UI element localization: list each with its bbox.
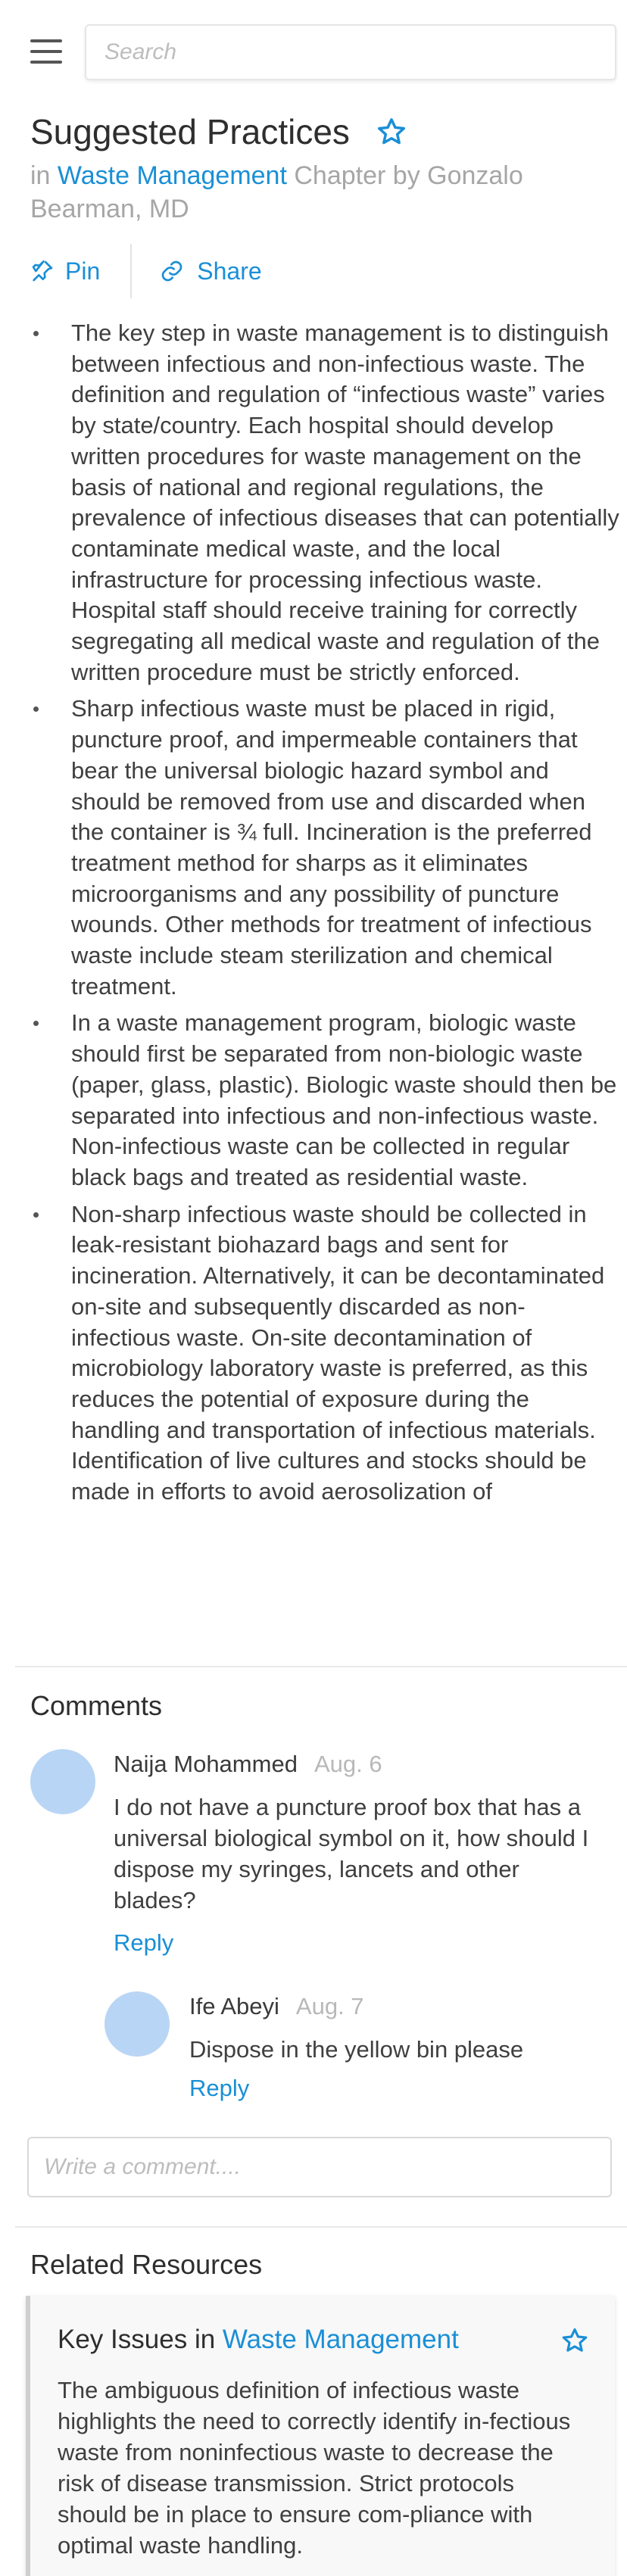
divider (15, 1666, 627, 1667)
title-row: Suggested Practices (30, 109, 407, 154)
card-title: Key Issues in Waste Management (58, 2325, 615, 2355)
bullet-dot (33, 706, 39, 713)
comment-author: Ife Abeyi Aug. 7 (189, 1993, 364, 2020)
reply-button[interactable]: Reply (189, 2075, 250, 2101)
comment-text: Dispose in the yellow bin please (189, 2036, 524, 2063)
subtitle-prefix: in (30, 161, 51, 190)
related-heading: Related Resources (30, 2249, 263, 2280)
card-chapter-link[interactable]: Waste Management (222, 2325, 459, 2354)
card-text: The ambiguous definition of infectious w… (58, 2377, 571, 2559)
comments-heading: Comments (30, 1690, 163, 1721)
page-title: Suggested Practices (30, 112, 350, 151)
card-title-prefix: in (194, 2325, 216, 2354)
practices-clip: The key step in waste management is to d… (30, 318, 621, 1514)
avatar[interactable] (30, 1749, 95, 1814)
star-icon[interactable] (560, 2326, 589, 2355)
card-title-main: Key Issues (58, 2325, 188, 2354)
related-resource-card[interactable]: Key Issues in Waste Management The ambig… (26, 2296, 615, 2576)
share-label: Share (197, 257, 262, 285)
share-button[interactable]: Share (158, 257, 262, 285)
pin-icon (32, 260, 53, 282)
chapter-subtitle: in Waste Management Chapter by Gonzalo B… (30, 159, 606, 226)
list-item: The key step in waste management is to d… (30, 318, 621, 688)
list-item: Non-sharp infectious waste should be col… (30, 1199, 621, 1508)
practice-text: Non-sharp infectious waste should be col… (71, 1200, 605, 1505)
pin-label: Pin (65, 257, 101, 285)
author-name[interactable]: Naija Mohammed (114, 1751, 298, 1777)
comment-input[interactable] (27, 2137, 612, 2197)
avatar[interactable] (104, 1991, 170, 2057)
list-item: Sharp infectious waste must be placed in… (30, 694, 621, 1002)
list-item: In a waste management program, biologic … (30, 1008, 621, 1193)
search-input[interactable] (85, 24, 616, 80)
practices-list: The key step in waste management is to d… (30, 318, 621, 1514)
subtitle-author: Chapter by Gonzalo Bearman, MD (30, 161, 523, 223)
divider (15, 2226, 627, 2228)
comment-text: I do not have a puncture proof box that … (114, 1794, 589, 1913)
comment-author: Naija Mohammed Aug. 6 (114, 1751, 382, 1778)
author-name[interactable]: Ife Abeyi (189, 1993, 279, 2019)
bullet-dot (33, 1021, 39, 1027)
action-divider (130, 244, 133, 298)
reply-button[interactable]: Reply (114, 1929, 174, 1956)
chapter-link[interactable]: Waste Management (57, 161, 287, 190)
hamburger-menu-icon[interactable] (30, 39, 64, 65)
action-bar: Pin Share (30, 241, 262, 301)
pin-button[interactable]: Pin (30, 257, 100, 285)
bullet-dot (33, 331, 39, 336)
practice-text: In a waste management program, biologic … (71, 1009, 617, 1190)
link-icon (161, 260, 182, 282)
practice-text: Sharp infectious waste must be placed in… (71, 695, 592, 1000)
top-bar (0, 0, 627, 106)
star-icon[interactable] (376, 116, 407, 148)
comment-date: Aug. 6 (314, 1751, 382, 1777)
practice-text: The key step in waste management is to d… (71, 320, 619, 685)
bullet-dot (33, 1212, 39, 1218)
comment-date: Aug. 7 (295, 1993, 364, 2019)
